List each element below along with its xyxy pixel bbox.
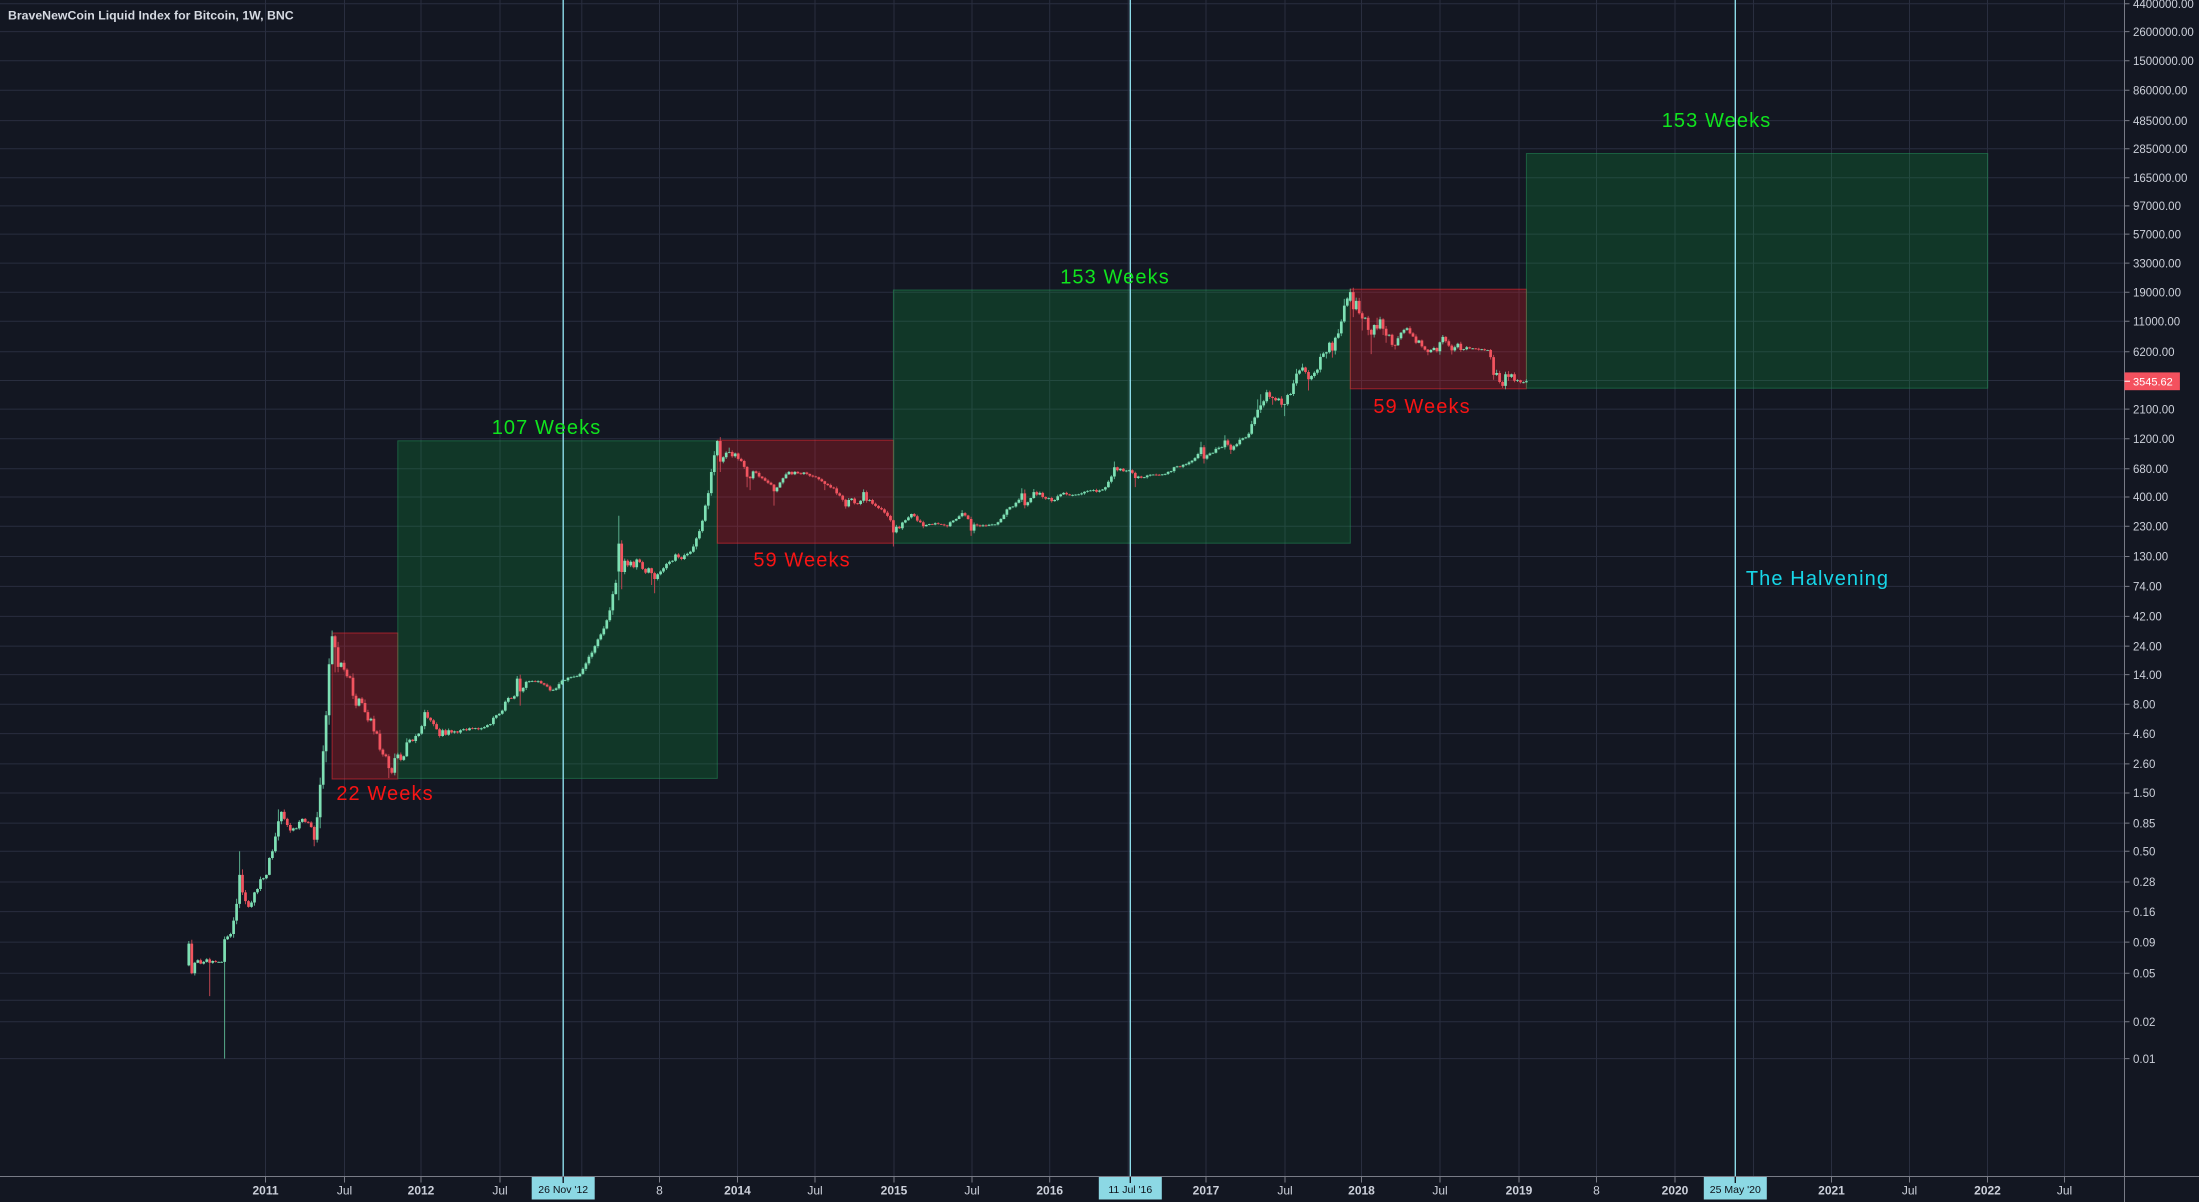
- svg-text:165000.00: 165000.00: [2133, 173, 2187, 185]
- svg-text:4400000.00: 4400000.00: [2133, 0, 2194, 11]
- svg-text:57000.00: 57000.00: [2133, 229, 2181, 241]
- svg-text:485000.00: 485000.00: [2133, 116, 2187, 128]
- svg-text:285000.00: 285000.00: [2133, 144, 2187, 156]
- svg-text:Jul: Jul: [1432, 1183, 1447, 1197]
- svg-text:Jul: Jul: [1902, 1183, 1917, 1197]
- svg-text:400.00: 400.00: [2133, 492, 2168, 504]
- svg-text:11000.00: 11000.00: [2133, 317, 2180, 329]
- svg-text:59 Weeks: 59 Weeks: [753, 550, 850, 572]
- svg-text:Jul: Jul: [1277, 1183, 1292, 1197]
- svg-text:2014: 2014: [724, 1183, 751, 1197]
- svg-text:0.85: 0.85: [2133, 818, 2155, 830]
- svg-text:74.00: 74.00: [2133, 582, 2162, 594]
- svg-text:230.00: 230.00: [2133, 522, 2168, 534]
- svg-text:0.01: 0.01: [2133, 1054, 2155, 1066]
- svg-text:6200.00: 6200.00: [2133, 347, 2175, 359]
- svg-text:153 Weeks: 153 Weeks: [1662, 110, 1772, 132]
- svg-text:8: 8: [1593, 1183, 1600, 1197]
- svg-text:2019: 2019: [1506, 1183, 1533, 1197]
- svg-text:97000.00: 97000.00: [2133, 201, 2181, 213]
- svg-text:2600000.00: 2600000.00: [2133, 27, 2194, 39]
- svg-text:8: 8: [656, 1183, 663, 1197]
- svg-text:1.50: 1.50: [2133, 788, 2155, 800]
- svg-text:680.00: 680.00: [2133, 464, 2168, 476]
- svg-text:153 Weeks: 153 Weeks: [1060, 267, 1170, 289]
- svg-text:2017: 2017: [1193, 1183, 1220, 1197]
- svg-text:1200.00: 1200.00: [2133, 434, 2175, 446]
- svg-text:0.28: 0.28: [2133, 877, 2155, 889]
- svg-text:Jul: Jul: [492, 1183, 507, 1197]
- svg-text:107 Weeks: 107 Weeks: [492, 417, 602, 439]
- svg-text:130.00: 130.00: [2133, 552, 2168, 564]
- svg-text:2.60: 2.60: [2133, 759, 2155, 771]
- svg-text:2011: 2011: [252, 1183, 278, 1197]
- svg-text:4.60: 4.60: [2133, 729, 2155, 741]
- svg-text:14.00: 14.00: [2133, 670, 2162, 682]
- svg-text:33000.00: 33000.00: [2133, 258, 2181, 270]
- svg-text:3545.62: 3545.62: [2133, 376, 2173, 388]
- svg-text:0.09: 0.09: [2133, 937, 2155, 949]
- svg-text:The Halvening: The Halvening: [1746, 568, 1889, 590]
- svg-text:2012: 2012: [408, 1183, 435, 1197]
- svg-text:0.05: 0.05: [2133, 969, 2155, 981]
- svg-text:Jul: Jul: [807, 1183, 822, 1197]
- svg-text:2018: 2018: [1348, 1183, 1375, 1197]
- svg-text:11 Jul '16: 11 Jul '16: [1108, 1184, 1152, 1196]
- svg-text:2016: 2016: [1036, 1183, 1063, 1197]
- svg-text:2022: 2022: [1974, 1183, 2001, 1197]
- svg-text:860000.00: 860000.00: [2133, 86, 2187, 98]
- svg-text:Jul: Jul: [2057, 1183, 2072, 1197]
- svg-text:59 Weeks: 59 Weeks: [1373, 396, 1470, 418]
- svg-text:2100.00: 2100.00: [2133, 404, 2175, 416]
- svg-text:0.16: 0.16: [2133, 907, 2155, 919]
- svg-text:0.50: 0.50: [2133, 846, 2155, 858]
- svg-text:BraveNewCoin Liquid Index for: BraveNewCoin Liquid Index for Bitcoin, 1…: [8, 9, 294, 23]
- svg-text:2021: 2021: [1818, 1183, 1845, 1197]
- svg-text:8.00: 8.00: [2133, 700, 2155, 712]
- svg-text:26 Nov '12: 26 Nov '12: [538, 1184, 588, 1196]
- svg-text:22 Weeks: 22 Weeks: [336, 783, 433, 805]
- svg-text:1500000.00: 1500000.00: [2133, 56, 2194, 68]
- svg-text:2020: 2020: [1662, 1183, 1689, 1197]
- svg-text:0.02: 0.02: [2133, 1017, 2155, 1029]
- svg-text:42.00: 42.00: [2133, 612, 2162, 624]
- svg-text:Jul: Jul: [337, 1183, 352, 1197]
- svg-text:2015: 2015: [881, 1183, 908, 1197]
- svg-text:24.00: 24.00: [2133, 641, 2162, 653]
- svg-text:25 May '20: 25 May '20: [1710, 1184, 1761, 1196]
- svg-text:19000.00: 19000.00: [2133, 288, 2181, 300]
- svg-text:Jul: Jul: [964, 1183, 979, 1197]
